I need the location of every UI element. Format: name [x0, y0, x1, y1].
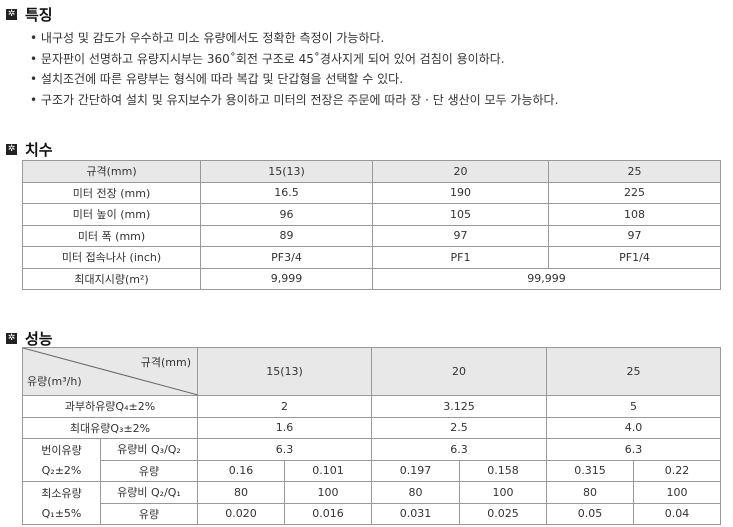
- table-row: Q₂±2% 유량 0.16 0.101 0.197 0.158 0.315 0.22: [22, 459, 722, 482]
- cell: 100: [283, 481, 373, 504]
- list-item: 내구성 및 감도가 우수하고 미소 유량에서도 정확한 측정이 가능하다.: [30, 28, 558, 49]
- cell: 97: [548, 224, 721, 247]
- cell: 2: [196, 395, 373, 418]
- flower-icon: ✲: [6, 9, 17, 20]
- table-row: 미터 접속나사 (inch) PF3/4 PF1 PF1/4: [22, 246, 721, 269]
- cell: 100: [459, 481, 548, 504]
- header-cell: 20: [372, 160, 549, 183]
- dimensions-table: 규격(mm) 15(13) 20 25 미터 전장 (mm) 16.5 190 225 미터…: [22, 160, 721, 290]
- cell: 번이유량: [22, 438, 101, 460]
- cell: 99,999: [372, 267, 721, 290]
- header-cell: 15(13): [200, 160, 373, 183]
- dimensions-heading: ✲ 치수: [6, 139, 53, 160]
- cell: 6.3: [196, 438, 373, 461]
- performance-table: 규격(mm) 유량(m³/h) 15(13) 20 25 과부하유량Q₄±2% 2…: [22, 347, 722, 525]
- table-header: 규격(mm) 유량(m³/h) 15(13) 20 25: [22, 347, 722, 396]
- cell: 1.6: [196, 416, 373, 439]
- cell: 미터 전장 (mm): [22, 181, 201, 204]
- cell: 0.315: [546, 459, 635, 482]
- flower-icon: ✲: [6, 144, 17, 155]
- cell: 0.05: [546, 502, 635, 525]
- cell: 96: [200, 203, 373, 226]
- cell: 225: [548, 181, 721, 204]
- header-cell: 25: [546, 347, 722, 396]
- section-title: 치수: [25, 141, 53, 159]
- cell: 16.5: [200, 181, 373, 204]
- cell: 2.5: [371, 416, 548, 439]
- cell: 유량: [100, 502, 198, 525]
- list-item: 구조가 간단하여 설치 및 유지보수가 용이하고 미터의 전장은 주문에 따라 …: [30, 90, 559, 111]
- cell: Q₂±2%: [22, 460, 101, 482]
- cell: 과부하유량Q₄±2%: [22, 395, 198, 418]
- table-row: 최대지시량(m²) 9,999 99,999: [22, 267, 721, 290]
- cell: 108: [548, 203, 721, 226]
- performance-heading: ✲ 성능: [6, 328, 53, 349]
- cell: 105: [372, 203, 549, 226]
- cell: 유량비 Q₃/Q₂: [100, 438, 198, 461]
- cell: 3.125: [371, 395, 548, 418]
- cell: 190: [372, 181, 549, 204]
- cell: 80: [546, 481, 635, 504]
- cell: 미터 폭 (mm): [22, 224, 201, 247]
- cell: 5: [546, 395, 722, 418]
- cell: 0.101: [283, 459, 373, 482]
- cell: PF1/4: [548, 246, 721, 269]
- section-title: 특징: [25, 6, 53, 24]
- header-cell: 25: [548, 160, 721, 183]
- table-row: 과부하유량Q₄±2% 2 3.125 5: [22, 395, 722, 418]
- cell: 6.3: [371, 438, 548, 461]
- cell: 80: [197, 481, 285, 504]
- cell: 4.0: [546, 416, 722, 439]
- corner-cell: 규격(mm) 유량(m³/h): [22, 347, 198, 396]
- cell: PF1: [372, 246, 549, 269]
- table-row: Q₁±5% 유량 0.020 0.016 0.031 0.025 0.05 0.04: [22, 502, 722, 525]
- cell: 유량: [100, 459, 198, 482]
- cell: 0.031: [371, 502, 461, 525]
- cell: 100: [633, 481, 722, 504]
- feature-list: 내구성 및 감도가 우수하고 미소 유량에서도 정확한 측정이 가능하다. 문자…: [30, 28, 559, 111]
- table-row: 최대유량Q₃±2% 1.6 2.5 4.0: [22, 416, 722, 439]
- table-row: 번이유량 유량비 Q₃/Q₂ 6.3 6.3 6.3: [22, 438, 722, 461]
- cell: 0.025: [459, 502, 548, 525]
- list-item: 설치조건에 따른 유량부는 형식에 따라 복갑 및 단갑형을 선택할 수 있다.: [30, 69, 558, 90]
- cell: Q₁±5%: [22, 503, 101, 525]
- header-cell: 15(13): [196, 347, 373, 396]
- corner-bottom-label: 유량(m³/h): [27, 375, 82, 388]
- cell: 0.016: [283, 502, 373, 525]
- diagonal-line: [23, 348, 198, 395]
- header-cell: 규격(mm): [22, 160, 201, 183]
- cell: 9,999: [200, 267, 373, 290]
- header-cell: 20: [371, 347, 548, 396]
- cell: 80: [371, 481, 461, 504]
- flower-icon: ✲: [6, 333, 17, 344]
- cell: 미터 접속나사 (inch): [22, 246, 201, 269]
- cell: 0.22: [633, 459, 722, 482]
- table-row: 최소유량 유량비 Q₂/Q₁ 80 100 80 100 80 100: [22, 481, 722, 504]
- table-row: 미터 폭 (mm) 89 97 97: [22, 224, 721, 247]
- cell: 0.197: [371, 459, 461, 482]
- cell: 0.020: [197, 502, 285, 525]
- cell: 97: [372, 224, 549, 247]
- features-heading: ✲ 특징: [6, 4, 53, 25]
- cell: 최소유량: [22, 481, 101, 503]
- cell: PF3/4: [200, 246, 373, 269]
- cell: 0.158: [459, 459, 548, 482]
- cell: 미터 높이 (mm): [22, 203, 201, 226]
- table-header: 규격(mm) 15(13) 20 25: [22, 160, 721, 183]
- table-row: 미터 전장 (mm) 16.5 190 225: [22, 181, 721, 204]
- table-row: 미터 높이 (mm) 96 105 108: [22, 203, 721, 226]
- cell: 6.3: [546, 438, 722, 461]
- cell: 유량비 Q₂/Q₁: [100, 481, 198, 504]
- section-title: 성능: [25, 330, 53, 348]
- cell: 최대유량Q₃±2%: [22, 416, 198, 439]
- cell: 0.04: [633, 502, 722, 525]
- cell: 89: [200, 224, 373, 247]
- corner-top-label: 규격(mm): [140, 356, 191, 369]
- cell: 0.16: [197, 459, 285, 482]
- list-item: 문자판이 선명하고 유량지시부는 360˚회전 구조로 45˚경사지게 되어 있…: [30, 49, 558, 70]
- cell: 최대지시량(m²): [22, 267, 201, 290]
